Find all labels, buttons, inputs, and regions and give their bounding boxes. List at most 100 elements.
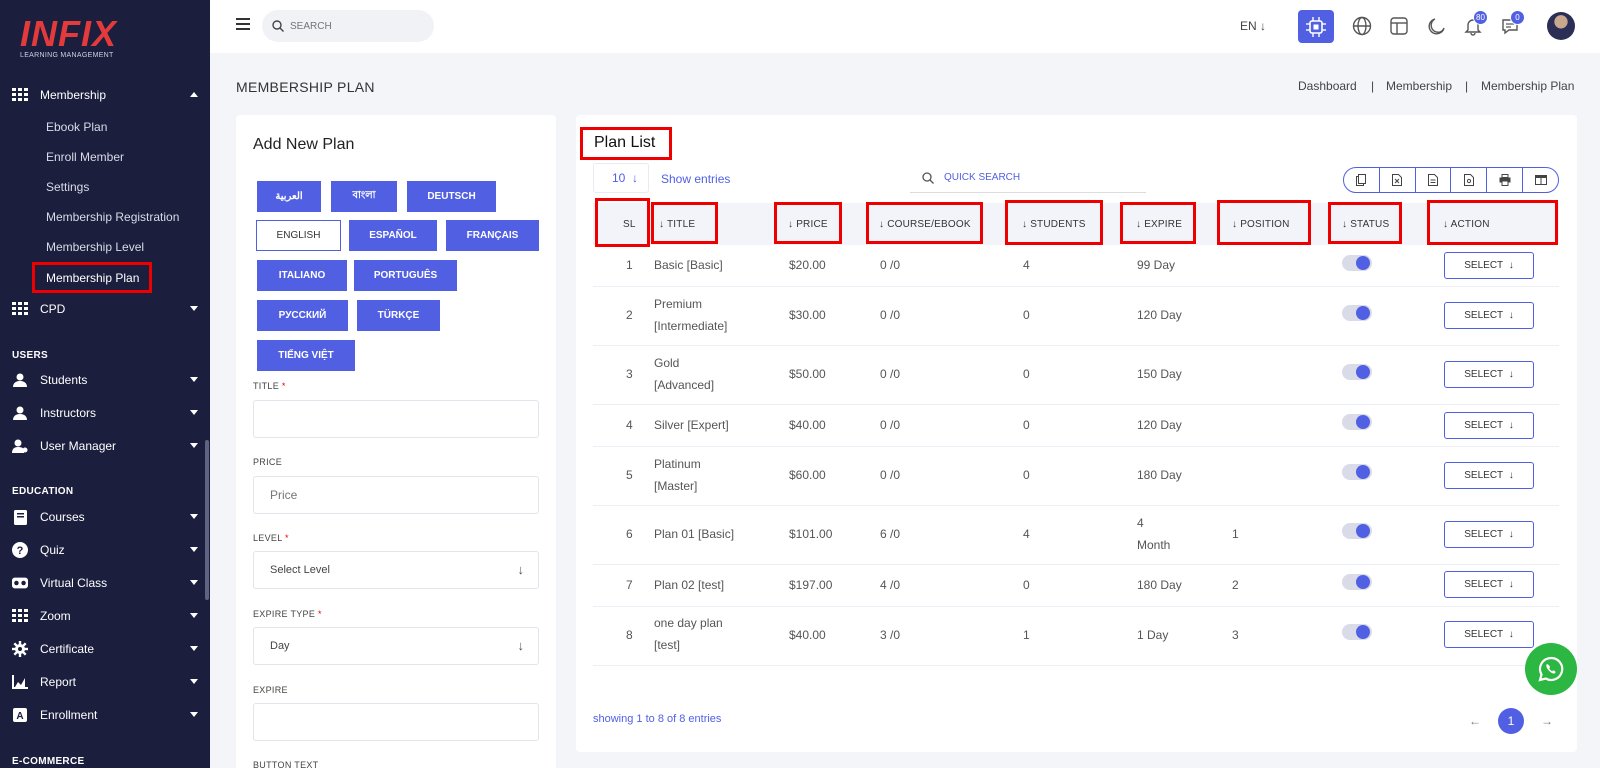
sidebar-item-virtual-class[interactable]: Virtual Class (12, 572, 198, 594)
column-header-course-ebook[interactable]: ↓ COURSE/EBOOK (879, 219, 971, 230)
breadcrumb-membership-plan: Membership Plan (1481, 79, 1575, 93)
sidebar-subitem-ebook-plan[interactable]: Ebook Plan (46, 120, 108, 134)
menu-icon[interactable] (236, 18, 250, 30)
status-toggle[interactable] (1342, 364, 1372, 380)
layout-icon[interactable] (1387, 14, 1411, 38)
lang-tab-espanol[interactable]: ESPAÑOL (349, 220, 437, 251)
sidebar-item-label: Certificate (40, 642, 95, 656)
sidebar-item-report[interactable]: Report (12, 671, 198, 693)
cell-title: Silver [Expert] (654, 418, 729, 432)
sidebar-item-certificate[interactable]: Certificate (12, 638, 198, 660)
select-action-button[interactable]: SELECT ↓ (1444, 412, 1534, 439)
sidebar-item-instructors[interactable]: Instructors (12, 402, 198, 424)
sidebar-item-user-manager[interactable]: User Manager (12, 435, 198, 457)
status-toggle[interactable] (1342, 574, 1372, 590)
column-header-expire[interactable]: ↓ EXPIRE (1136, 219, 1183, 230)
column-header-title[interactable]: ↓ TITLE (659, 219, 696, 230)
lang-tab-turkce[interactable]: TÜRKÇE (357, 300, 440, 331)
select-action-button[interactable]: SELECT ↓ (1444, 462, 1534, 489)
lang-tab-arabic[interactable]: العربية (257, 181, 321, 212)
sidebar-item-cpd[interactable]: CPD (12, 298, 198, 320)
moon-icon[interactable] (1424, 14, 1448, 38)
sidebar-subitem-membership-registration[interactable]: Membership Registration (46, 210, 180, 224)
select-action-button[interactable]: SELECT ↓ (1444, 252, 1534, 279)
price-input[interactable] (253, 476, 539, 514)
cell-price: $60.00 (789, 468, 826, 482)
avatar[interactable] (1547, 12, 1575, 40)
status-toggle[interactable] (1342, 464, 1372, 480)
prev-page-button[interactable]: ← (1462, 708, 1488, 734)
sidebar-item-label: Enrollment (40, 708, 98, 722)
sidebar-scrollbar[interactable] (205, 440, 209, 600)
entries-select[interactable]: 10 ↓ (593, 163, 649, 193)
column-header-action[interactable]: ↓ ACTION (1443, 219, 1490, 230)
sidebar-item-membership[interactable]: Membership (12, 84, 198, 106)
sidebar-subitem-membership-level[interactable]: Membership Level (46, 240, 145, 254)
column-header-sl[interactable]: SL (623, 219, 636, 230)
lang-tab-bengali[interactable]: বাংলা (331, 181, 397, 212)
sidebar-item-enrollment[interactable]: A Enrollment (12, 704, 198, 726)
expire-input[interactable] (253, 703, 539, 741)
level-select-value: Select Level (270, 564, 330, 576)
select-action-button[interactable]: SELECT ↓ (1444, 521, 1534, 548)
app-logo[interactable]: INFIX (20, 13, 118, 54)
cell-expire: 1 Day (1137, 628, 1169, 642)
sidebar-subitem-membership-plan[interactable]: Membership Plan (46, 271, 140, 285)
column-header-students[interactable]: ↓ STUDENTS (1022, 219, 1086, 230)
sidebar-item-quiz[interactable]: ? Quiz (12, 539, 198, 561)
status-toggle[interactable] (1342, 305, 1372, 321)
sidebar-subitem-enroll-member[interactable]: Enroll Member (46, 150, 125, 164)
status-toggle[interactable] (1342, 523, 1372, 539)
search-bar[interactable] (262, 10, 434, 42)
breadcrumb-dashboard[interactable]: Dashboard (1298, 79, 1357, 93)
select-action-button[interactable]: SELECT ↓ (1444, 571, 1534, 598)
select-action-button[interactable]: SELECT ↓ (1444, 361, 1534, 388)
select-action-button[interactable]: SELECT ↓ (1444, 302, 1534, 329)
whatsapp-button[interactable] (1525, 643, 1577, 695)
lang-tab-italiano[interactable]: ITALIANO (257, 260, 347, 291)
lang-tab-vietnamese[interactable]: TIẾNG VIỆT (257, 340, 355, 371)
copy-icon[interactable] (1344, 168, 1379, 192)
column-header-status[interactable]: ↓ STATUS (1342, 219, 1390, 230)
pdf-icon[interactable] (1450, 168, 1486, 192)
print-icon[interactable] (1486, 168, 1522, 192)
chevron-down-icon (190, 580, 198, 585)
next-page-button[interactable]: → (1534, 708, 1560, 734)
cell-expire: 120 Day (1137, 308, 1182, 322)
column-header-price[interactable]: ↓ PRICE (788, 219, 828, 230)
sidebar-item-students[interactable]: Students (12, 369, 198, 391)
sidebar-subitem-settings[interactable]: Settings (46, 180, 90, 194)
plan-list-title: Plan List (594, 134, 656, 151)
language-switcher[interactable]: EN ↓ (1240, 19, 1266, 33)
expire-type-select[interactable]: Day ↓ (253, 627, 539, 665)
csv-icon[interactable] (1414, 168, 1451, 192)
status-toggle[interactable] (1342, 624, 1372, 640)
cpu-button[interactable] (1298, 10, 1334, 43)
level-select[interactable]: Select Level ↓ (253, 551, 539, 589)
column-header-position[interactable]: ↓ POSITION (1232, 219, 1290, 230)
table-row (593, 287, 1559, 346)
sidebar-item-courses[interactable]: Courses (12, 506, 198, 528)
lang-tab-deutsch[interactable]: DEUTSCH (407, 181, 496, 212)
page-button-current[interactable]: 1 (1498, 708, 1524, 734)
globe-icon[interactable] (1350, 14, 1374, 38)
column-visibility-icon[interactable] (1522, 168, 1558, 192)
breadcrumb-membership[interactable]: Membership (1386, 79, 1453, 93)
quick-search[interactable] (910, 163, 1146, 193)
search-input[interactable] (290, 20, 420, 32)
title-input[interactable] (253, 400, 539, 438)
lang-tab-francais[interactable]: FRANÇAIS (446, 220, 539, 251)
status-toggle[interactable] (1342, 414, 1372, 430)
excel-icon[interactable] (1378, 168, 1415, 192)
lang-tab-english[interactable]: ENGLISH (256, 220, 341, 251)
select-action-button[interactable]: SELECT ↓ (1444, 621, 1534, 648)
lang-tab-portugues[interactable]: PORTUGUÊS (354, 260, 457, 291)
table-row (593, 405, 1559, 447)
cell-expire: 120 Day (1137, 418, 1182, 432)
lang-tab-russian[interactable]: РУССКИЙ (257, 300, 348, 331)
add-plan-panel (236, 115, 556, 768)
quick-search-input[interactable] (944, 172, 1134, 183)
sidebar-item-zoom[interactable]: Zoom (12, 605, 198, 627)
arrow-down-icon: ↓ (1508, 369, 1514, 380)
status-toggle[interactable] (1342, 255, 1372, 271)
